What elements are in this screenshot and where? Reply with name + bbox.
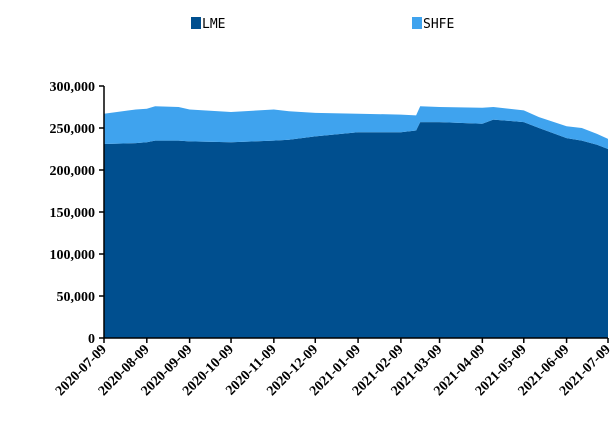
y-tick-label: 0 bbox=[88, 332, 95, 347]
area-lme bbox=[104, 119, 608, 338]
legend-label-shfe: SHFE bbox=[423, 17, 454, 32]
plot-area bbox=[104, 106, 608, 338]
y-tick-label: 250,000 bbox=[50, 122, 96, 137]
y-tick-label: 200,000 bbox=[50, 164, 96, 179]
y-axis: 0 50,000 100,000 150,000 200,000 250,000 300,0… bbox=[50, 80, 105, 347]
legend-swatch-shfe bbox=[412, 17, 422, 29]
y-tick-label: 150,000 bbox=[50, 206, 96, 221]
legend-label-lme: LME bbox=[202, 17, 225, 32]
y-tick-label: 300,000 bbox=[50, 80, 96, 95]
x-axis: 2020-07-092020-08-092020-09-092020-10-09… bbox=[53, 337, 613, 399]
y-tick-label: 50,000 bbox=[57, 290, 96, 305]
legend-swatch-lme bbox=[191, 17, 201, 29]
y-tick-label: 100,000 bbox=[50, 248, 96, 263]
chart-legend: LME SHFE bbox=[191, 17, 454, 32]
area-shfe bbox=[104, 106, 608, 149]
